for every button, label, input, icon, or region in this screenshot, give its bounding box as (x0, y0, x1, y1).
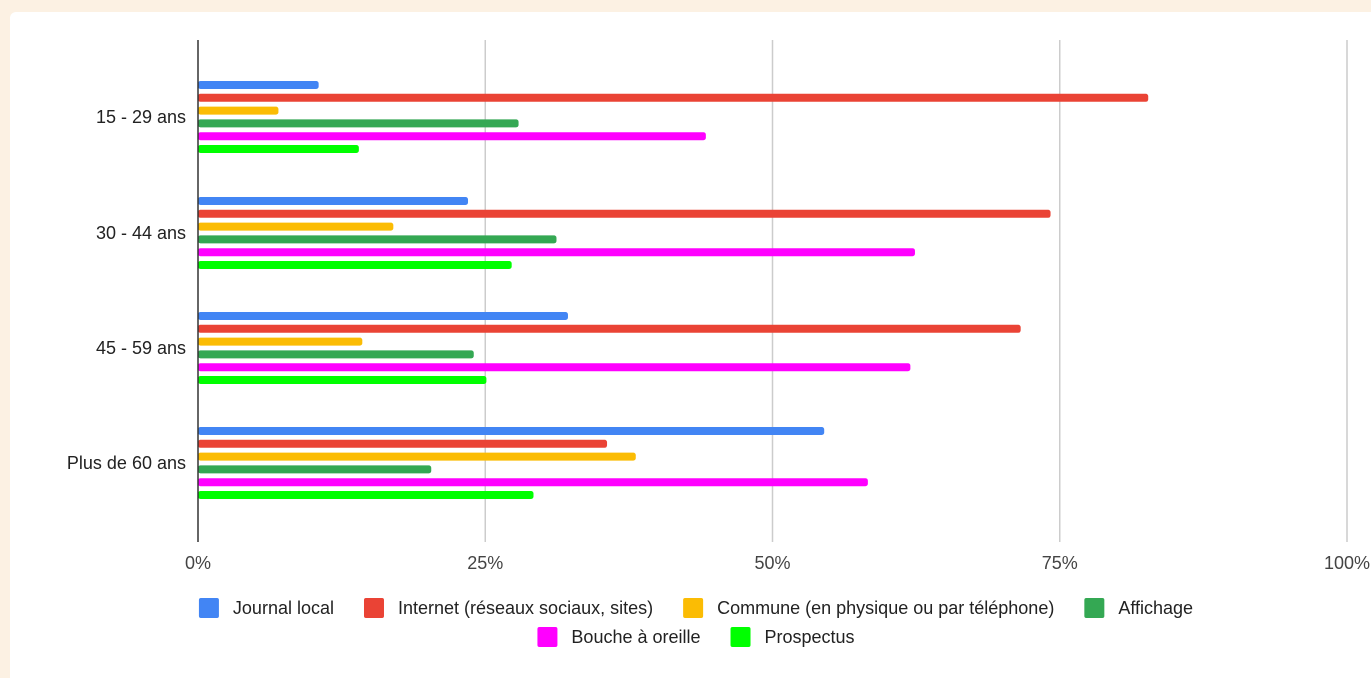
legend-swatch (537, 627, 558, 647)
legend-label: Commune (en physique ou par téléphone) (717, 598, 1054, 618)
legend-swatch (363, 598, 384, 618)
bar (198, 465, 432, 474)
bar (198, 312, 568, 320)
bar (198, 197, 469, 205)
bar (198, 145, 359, 153)
bar (198, 427, 825, 435)
bar (198, 119, 519, 128)
bar (198, 261, 512, 269)
legend-swatch (198, 598, 219, 618)
bar (198, 363, 911, 372)
bar (198, 235, 557, 244)
category-label: Plus de 60 ans (67, 453, 186, 473)
bar (198, 439, 608, 448)
bar (198, 491, 534, 499)
legend-label: Bouche à oreille (571, 627, 700, 647)
bar (198, 93, 1149, 102)
legend-label: Internet (réseaux sociaux, sites) (398, 598, 653, 618)
bar (198, 81, 319, 89)
x-tick-label: 75% (1042, 553, 1078, 573)
legend-label: Prospectus (765, 627, 855, 647)
bar (198, 337, 363, 346)
legend-swatch (1084, 598, 1105, 618)
x-tick-label: 25% (467, 553, 503, 573)
category-label: 45 - 59 ans (96, 338, 186, 358)
category-label: 15 - 29 ans (96, 107, 186, 127)
bar (198, 376, 487, 384)
bar (198, 248, 915, 257)
legend-swatch (683, 598, 704, 618)
x-tick-label: 0% (185, 553, 211, 573)
bar (198, 209, 1051, 218)
bar (198, 132, 706, 141)
legend-label: Affichage (1118, 598, 1193, 618)
bar (198, 452, 636, 461)
bar (198, 222, 394, 231)
x-tick-label: 100% (1324, 553, 1370, 573)
bar (198, 106, 279, 115)
bar (198, 478, 868, 487)
x-tick-label: 50% (754, 553, 790, 573)
bar (198, 324, 1021, 333)
legend-label: Journal local (233, 598, 334, 618)
legend-swatch (730, 627, 751, 647)
bar (198, 350, 474, 359)
category-label: 30 - 44 ans (96, 223, 186, 243)
